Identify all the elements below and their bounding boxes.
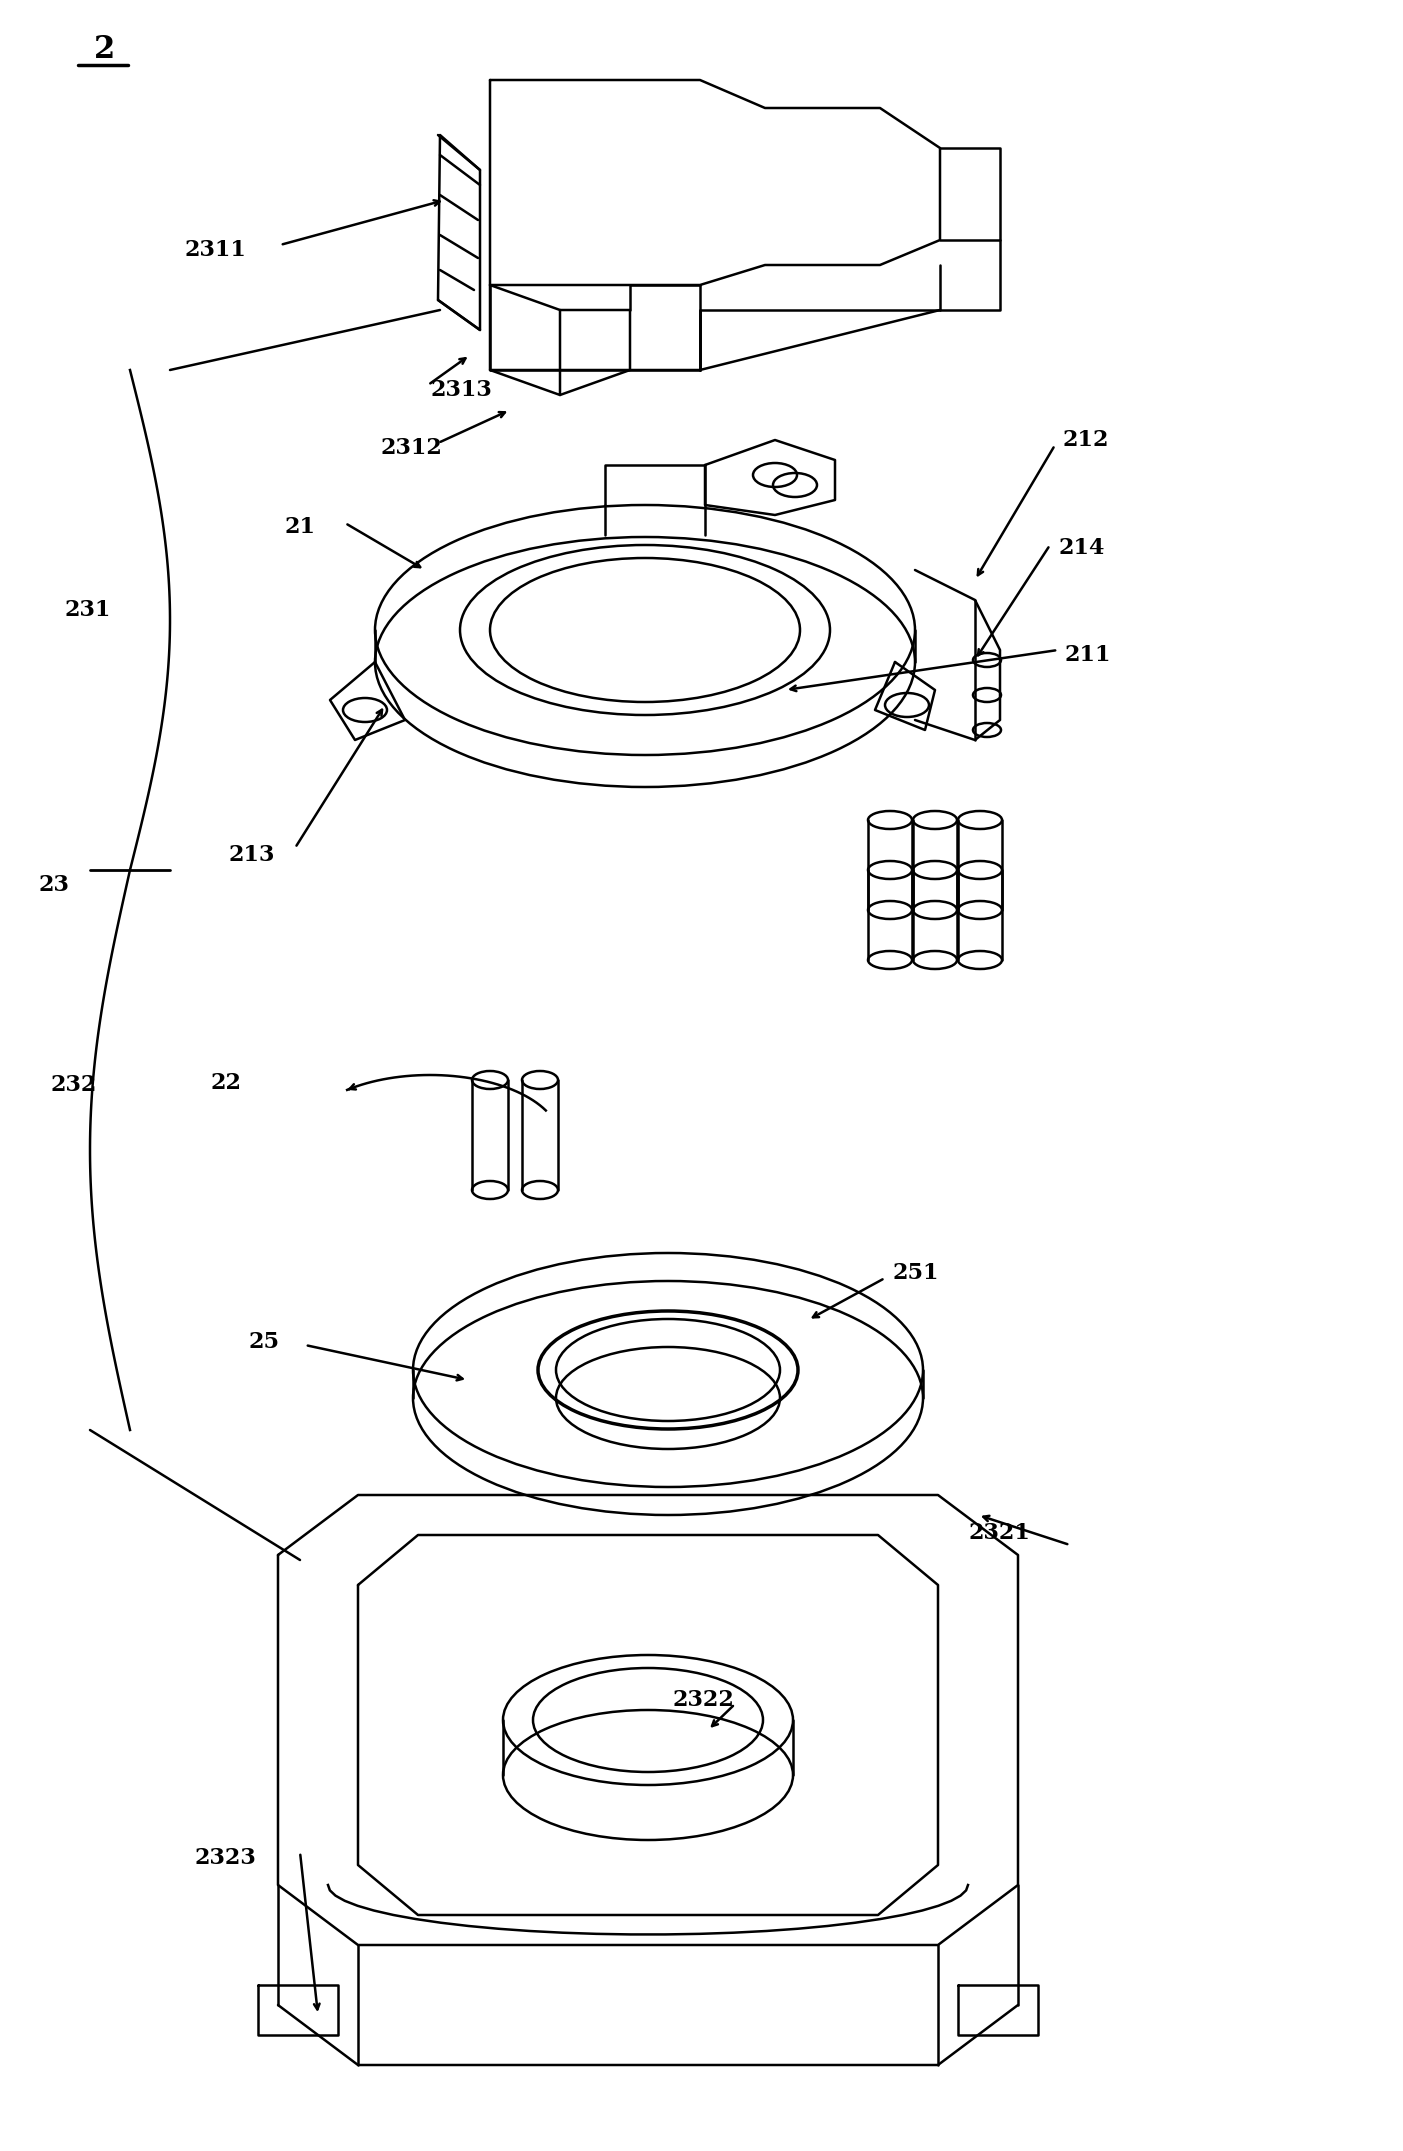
Text: 213: 213	[229, 843, 275, 867]
Text: 232: 232	[51, 1073, 97, 1097]
Text: 211: 211	[1065, 643, 1111, 667]
Text: 2313: 2313	[429, 379, 491, 400]
Text: 214: 214	[1058, 538, 1104, 559]
Text: 25: 25	[248, 1331, 279, 1353]
Text: 231: 231	[65, 598, 111, 622]
Text: 251: 251	[892, 1263, 939, 1284]
Text: 23: 23	[38, 873, 69, 897]
Text: 2321: 2321	[968, 1523, 1030, 1544]
Text: 2322: 2322	[672, 1689, 734, 1710]
Text: 21: 21	[285, 516, 316, 538]
Text: 212: 212	[1062, 428, 1108, 452]
Text: 2311: 2311	[185, 239, 247, 260]
Text: 22: 22	[210, 1071, 241, 1095]
Text: 2312: 2312	[380, 437, 442, 458]
Text: 2323: 2323	[195, 1848, 257, 1869]
Text: 2: 2	[94, 34, 115, 65]
